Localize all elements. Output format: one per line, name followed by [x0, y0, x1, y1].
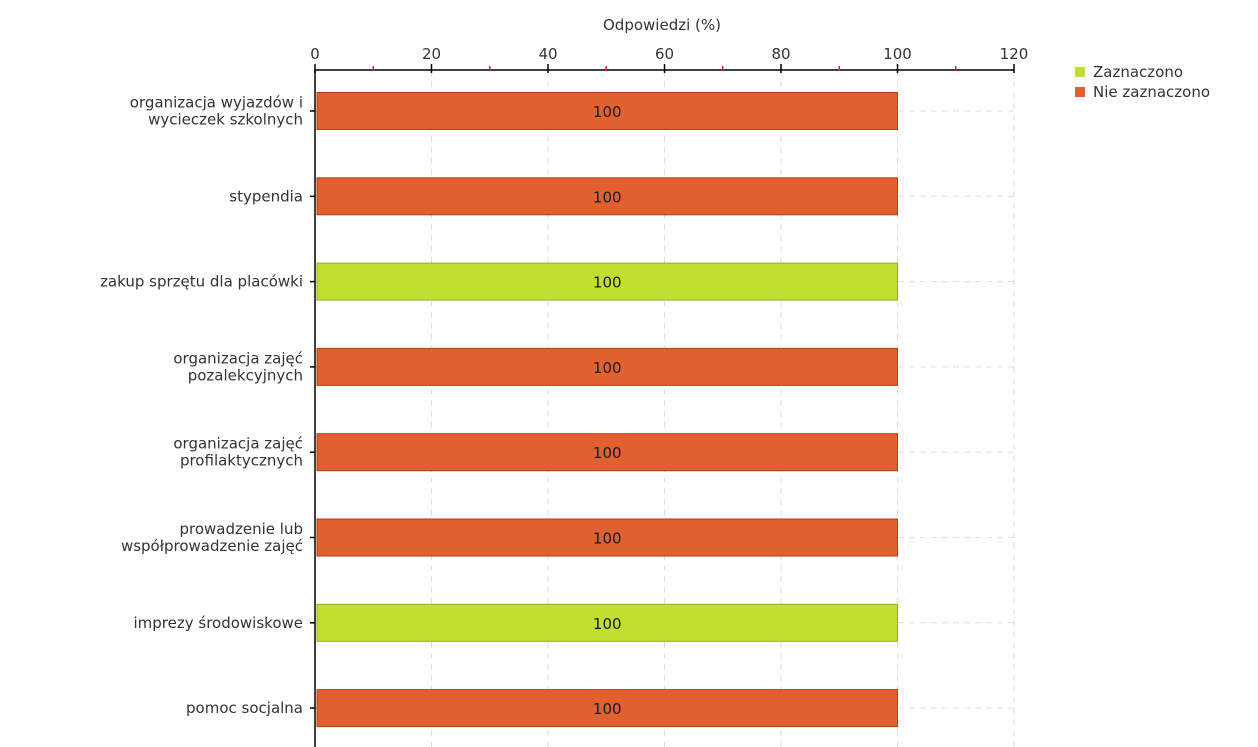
category-label-line: profilaktycznych — [180, 452, 303, 470]
bar — [316, 518, 898, 557]
bar-data-label: 100 — [593, 444, 622, 462]
bar-data-label: 100 — [593, 274, 622, 292]
bar — [316, 603, 898, 642]
bar-data-label: 100 — [593, 530, 622, 548]
category-label-line: wycieczek szkolnych — [148, 111, 303, 129]
bar-data-label: 100 — [593, 188, 622, 206]
bars — [316, 92, 898, 728]
bar — [316, 262, 898, 301]
category-label: imprezy środowiskowe — [134, 614, 304, 632]
category-label-line: organizacja zajęć — [173, 435, 303, 453]
bar-data-label: 100 — [593, 359, 622, 377]
x-tick-label: 120 — [1000, 45, 1029, 63]
labels: 0 20 40 60 80 100 120 100 organizacja wyjazdów i… — [100, 45, 1028, 718]
bar-data-label: 100 — [593, 615, 622, 633]
legend-label: Zaznaczono — [1093, 63, 1183, 81]
x-tick-label: 0 — [310, 45, 320, 63]
category-label-line: zakup sprzętu dla placówki — [100, 273, 303, 291]
category-label: prowadzenie lub współprowadzenie zajęć — [121, 520, 303, 555]
x-tick-label: 20 — [422, 45, 441, 63]
bar — [316, 177, 898, 216]
x-tick-label: 80 — [771, 45, 790, 63]
category-label: organizacja zajęć profilaktycznych — [173, 435, 303, 470]
legend: Zaznaczono Nie zaznaczono — [1075, 63, 1210, 101]
category-label-line: imprezy środowiskowe — [134, 614, 304, 632]
category-label-line: stypendia — [229, 187, 303, 205]
bar-data-label: 100 — [593, 103, 622, 121]
legend-label: Nie zaznaczono — [1093, 83, 1210, 101]
bar — [316, 92, 898, 130]
category-label-line: współprowadzenie zajęć — [121, 537, 303, 555]
x-tick-label: 60 — [655, 45, 674, 63]
bar — [316, 689, 898, 728]
x-tick-label: 100 — [883, 45, 912, 63]
category-label-line: prowadzenie lub — [180, 520, 304, 538]
category-label: organizacja wyjazdów i wycieczek szkolnyc… — [130, 94, 303, 129]
x-axis-title: Odpowiedzi (%) — [603, 16, 721, 34]
category-label: organizacja zajęć pozalekcyjnych — [173, 349, 303, 384]
category-label: stypendia — [229, 187, 303, 205]
legend-swatch — [1075, 67, 1085, 77]
bar-data-label: 100 — [593, 700, 622, 718]
legend-swatch — [1075, 87, 1085, 97]
x-tick-label: 40 — [538, 45, 557, 63]
bar — [316, 347, 898, 386]
category-label: pomoc socjalna — [186, 699, 303, 717]
category-label-line: organizacja wyjazdów i — [130, 94, 303, 112]
category-label-line: pozalekcyjnych — [188, 366, 303, 384]
axes — [310, 64, 1015, 747]
category-label-line: pomoc socjalna — [186, 699, 303, 717]
category-label-line: organizacja zajęć — [173, 349, 303, 367]
category-label: zakup sprzętu dla placówki — [100, 273, 303, 291]
bar — [316, 433, 898, 472]
grid-lines — [315, 70, 1015, 747]
